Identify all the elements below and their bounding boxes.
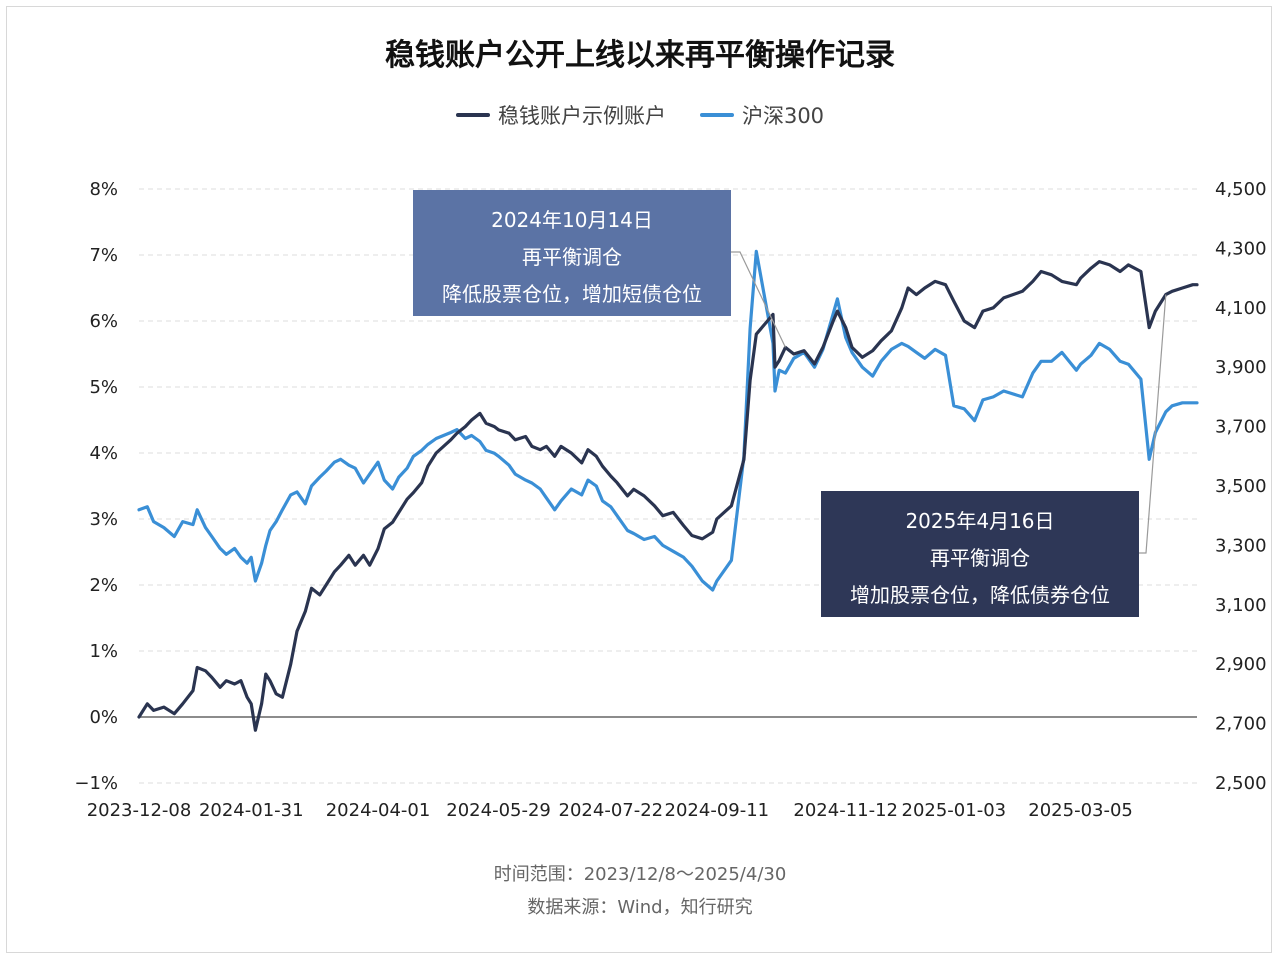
callout-leaders — [731, 251, 1167, 554]
y-left-tick-label: 4% — [89, 443, 118, 464]
callout-2025-date: 2025年4月16日 — [905, 509, 1055, 533]
y-right-tick-label: 3,500 — [1215, 476, 1267, 497]
callout-leader-2024 — [731, 251, 786, 348]
legend-swatch-csi300 — [699, 113, 734, 117]
series-line-csi300 — [137, 249, 1199, 592]
footer-range: 时间范围：2023/12/8～2025/4/30 — [493, 864, 787, 885]
y-left-tick-label: 8% — [89, 179, 118, 200]
y-left-tick-label: 7% — [89, 245, 118, 266]
y-right-tick-label: 2,700 — [1215, 714, 1267, 735]
y-right-tick-label: 4,500 — [1215, 179, 1267, 200]
chart-title: 稳钱账户公开上线以来再平衡操作记录 — [385, 38, 895, 73]
x-tick-label: 2024-04-01 — [326, 800, 431, 821]
y-right-tick-label: 3,700 — [1215, 417, 1267, 438]
grid-lines — [139, 188, 1197, 784]
y-right-tick-label: 4,100 — [1215, 298, 1267, 319]
legend-label-account: 稳钱账户示例账户 — [497, 104, 666, 128]
y-left-axis: 8% 7% 6% 5% 4% 3% 2% 1% 0% −1% — [74, 179, 118, 794]
x-tick-label: 2024-11-12 — [793, 800, 898, 821]
y-left-tick-label: 1% — [89, 641, 118, 662]
legend-label-csi300: 沪深300 — [741, 104, 825, 128]
callout-2024-title: 再平衡调仓 — [522, 245, 622, 269]
callout-2024-date: 2024年10月14日 — [491, 208, 653, 232]
x-tick-label: 2024-09-11 — [665, 800, 770, 821]
y-left-tick-label: 2% — [89, 575, 118, 596]
y-left-tick-label: 3% — [89, 509, 118, 530]
y-right-tick-label: 2,900 — [1215, 654, 1267, 675]
callout-2025-title: 再平衡调仓 — [930, 546, 1030, 570]
x-tick-label: 2024-05-29 — [446, 800, 551, 821]
x-tick-label: 2024-07-22 — [559, 800, 664, 821]
callout-leader-2025 — [1139, 294, 1167, 554]
x-tick-label: 2023-12-08 — [87, 800, 192, 821]
callout-rebalance-2024: 2024年10月14日 再平衡调仓 降低股票仓位，增加短债仓位 — [413, 190, 731, 316]
y-right-tick-label: 4,300 — [1215, 238, 1267, 259]
y-left-tick-label: 6% — [89, 311, 118, 332]
series-lines — [137, 249, 1199, 732]
y-left-tick-label: 0% — [89, 707, 118, 728]
x-tick-label: 2024-01-31 — [199, 800, 304, 821]
legend-item-csi300: 沪深300 — [699, 100, 825, 130]
y-right-axis: 4,500 4,300 4,100 3,900 3,700 3,500 3,300 3,100… — [1215, 179, 1267, 794]
legend: 稳钱账户示例账户 沪深300 — [0, 100, 1280, 130]
x-tick-label: 2025-01-03 — [902, 800, 1007, 821]
y-right-tick-label: 3,300 — [1215, 535, 1267, 556]
y-right-tick-label: 3,900 — [1215, 357, 1267, 378]
y-left-tick-label: −1% — [74, 773, 118, 794]
y-right-tick-label: 2,500 — [1215, 773, 1267, 794]
chart-frame — [6, 6, 1272, 953]
legend-swatch-account — [455, 113, 490, 117]
callout-rebalance-2025: 2025年4月16日 再平衡调仓 增加股票仓位，降低债券仓位 — [821, 491, 1139, 617]
legend-item-account: 稳钱账户示例账户 — [455, 100, 666, 130]
x-axis: 2023-12-08 2024-01-31 2024-04-01 2024-05-29… — [87, 800, 1133, 821]
footer-source: 数据来源：Wind，知行研究 — [527, 897, 753, 918]
series-line-account — [137, 260, 1199, 732]
y-right-tick-label: 3,100 — [1215, 595, 1267, 616]
x-tick-label: 2025-03-05 — [1028, 800, 1133, 821]
callout-2024-detail: 降低股票仓位，增加短债仓位 — [442, 282, 702, 306]
y-left-tick-label: 5% — [89, 377, 118, 398]
callout-2025-detail: 增加股票仓位，降低债券仓位 — [850, 583, 1110, 607]
